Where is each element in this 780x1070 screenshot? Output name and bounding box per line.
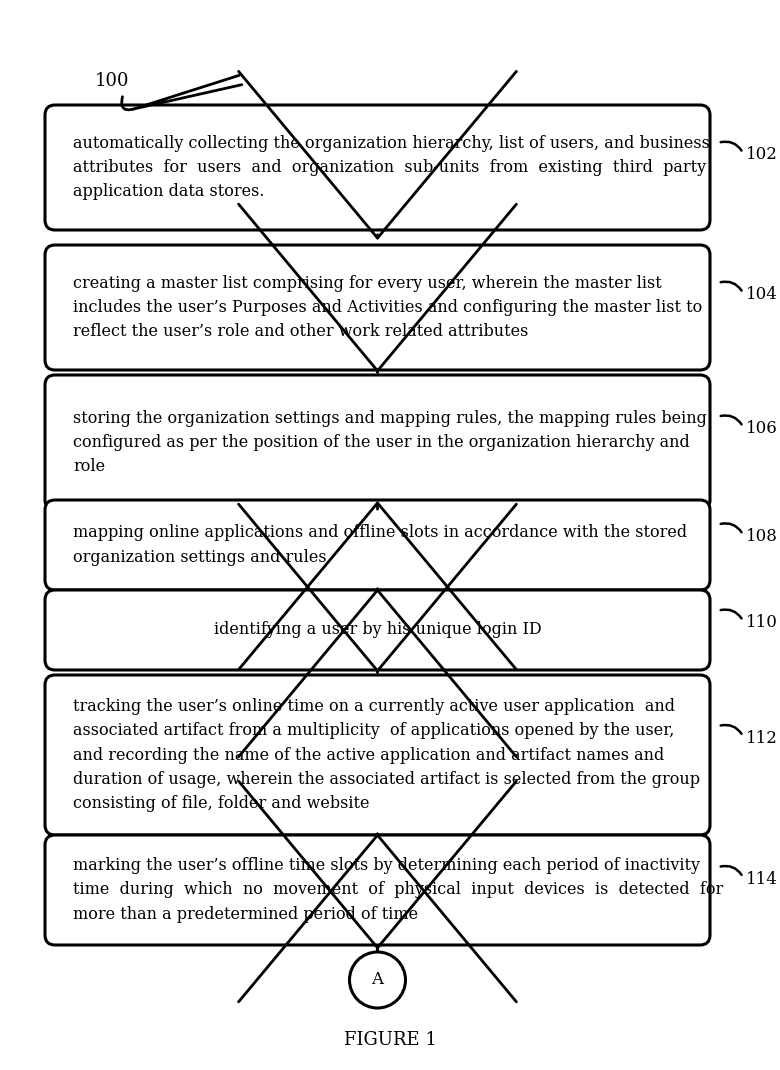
Text: identifying a user by his unique login ID: identifying a user by his unique login I… — [214, 622, 541, 639]
Text: 104: 104 — [746, 287, 778, 304]
FancyBboxPatch shape — [45, 374, 710, 510]
Text: 112: 112 — [746, 730, 778, 747]
Text: 108: 108 — [746, 529, 778, 545]
Text: storing the organization settings and mapping rules, the mapping rules being
con: storing the organization settings and ma… — [73, 410, 707, 475]
Text: 102: 102 — [746, 147, 778, 164]
Text: mapping online applications and offline slots in accordance with the stored
orga: mapping online applications and offline … — [73, 524, 687, 566]
Text: FIGURE 1: FIGURE 1 — [343, 1031, 437, 1049]
Text: tracking the user’s online time on a currently active user application  and
asso: tracking the user’s online time on a cur… — [73, 699, 700, 812]
FancyBboxPatch shape — [45, 245, 710, 370]
Text: 114: 114 — [746, 871, 778, 888]
Text: 100: 100 — [95, 72, 129, 90]
Text: 110: 110 — [746, 614, 778, 631]
Text: marking the user’s offline time slots by determining each period of inactivity
t: marking the user’s offline time slots by… — [73, 857, 723, 922]
Text: creating a master list comprising for every user, wherein the master list
includ: creating a master list comprising for ev… — [73, 275, 702, 340]
FancyBboxPatch shape — [45, 105, 710, 230]
Text: automatically collecting the organization hierarchy, list of users, and business: automatically collecting the organizatio… — [73, 135, 710, 200]
FancyBboxPatch shape — [45, 675, 710, 835]
FancyBboxPatch shape — [45, 500, 710, 590]
Text: 106: 106 — [746, 421, 778, 438]
FancyBboxPatch shape — [45, 590, 710, 670]
Text: A: A — [371, 972, 384, 989]
FancyBboxPatch shape — [45, 835, 710, 945]
Circle shape — [349, 952, 406, 1008]
